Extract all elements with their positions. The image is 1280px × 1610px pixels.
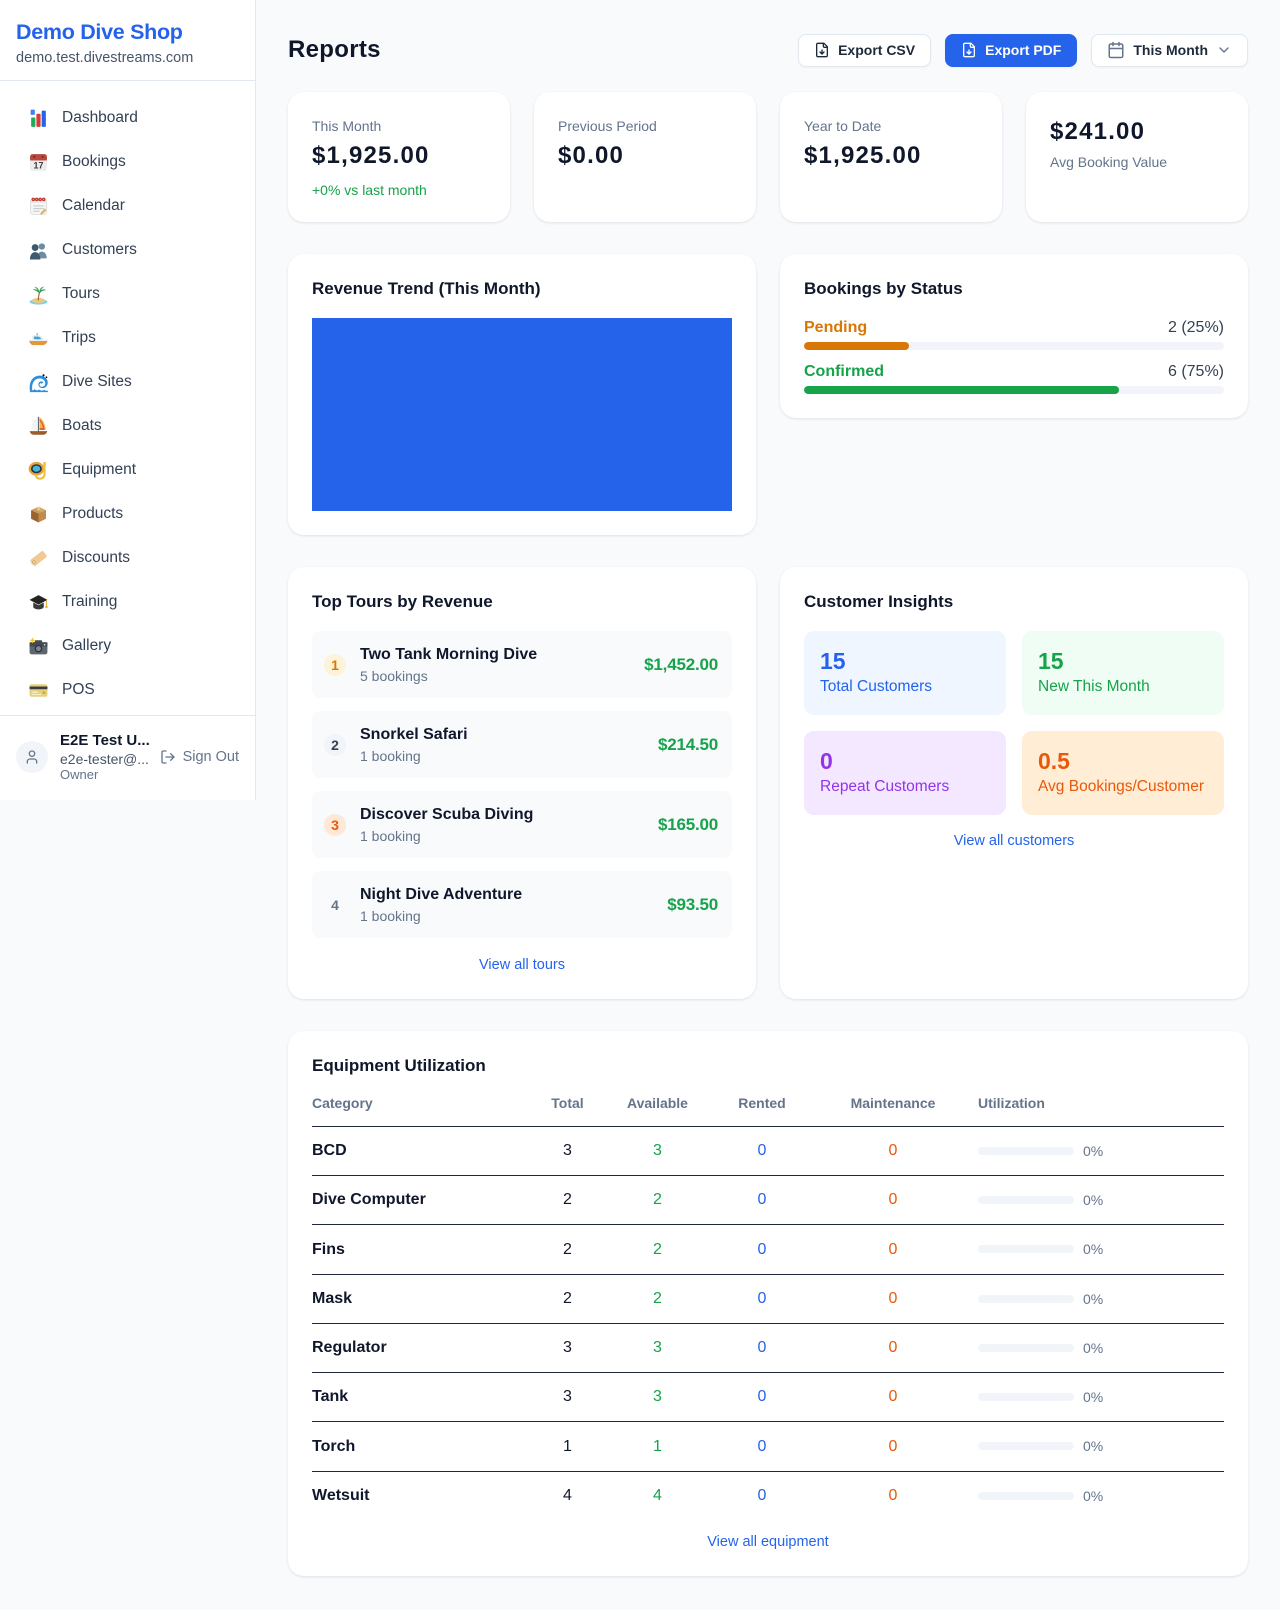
svg-text:17: 17 [34,160,44,170]
